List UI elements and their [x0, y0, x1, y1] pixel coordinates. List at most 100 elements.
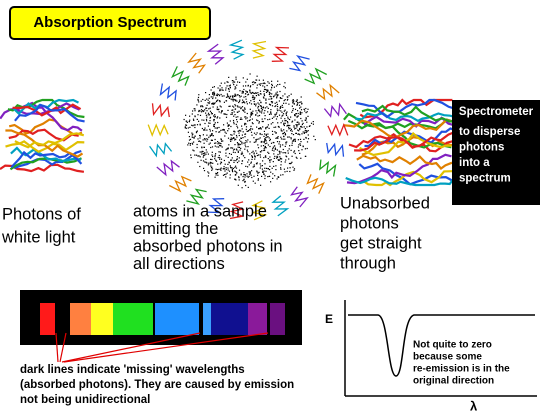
- atom-dot: [235, 160, 237, 162]
- emitted-photon: [149, 142, 173, 158]
- atom-dot: [276, 116, 278, 118]
- atom-dot: [218, 142, 220, 144]
- atom-dot: [247, 93, 250, 95]
- atom-dot: [286, 99, 288, 101]
- atom-dot: [232, 119, 235, 122]
- atom-dot: [293, 151, 295, 153]
- atom-dot: [209, 161, 211, 163]
- atom-dot: [250, 125, 252, 127]
- atom-dot: [203, 152, 205, 155]
- atom-dot: [247, 130, 249, 132]
- atom-dot: [240, 140, 242, 142]
- atom-dot: [241, 153, 244, 155]
- atom-dot: [255, 150, 257, 152]
- atom-dot: [300, 101, 302, 103]
- atom-dot: [194, 116, 196, 118]
- atom-dot: [261, 140, 263, 143]
- atom-dot: [264, 118, 266, 120]
- atom-dot: [248, 164, 250, 166]
- atom-dot: [300, 157, 302, 159]
- atom-dot: [302, 122, 304, 124]
- atom-dot: [244, 122, 246, 125]
- atom-dot: [205, 114, 207, 116]
- atom-dot: [244, 144, 246, 146]
- atom-dot: [262, 120, 264, 123]
- atom-dot: [231, 113, 233, 115]
- pointer: [59, 332, 67, 363]
- atom-dot: [259, 154, 261, 156]
- atom-dot: [239, 129, 241, 131]
- atom-dot: [244, 142, 246, 144]
- atom-dot: [278, 176, 280, 178]
- atom-dot: [289, 163, 292, 165]
- atom-dot: [267, 119, 269, 121]
- atom-dot: [249, 173, 251, 175]
- atom-dot: [205, 153, 207, 155]
- atom-dot: [207, 138, 209, 140]
- atom-dot: [184, 127, 186, 129]
- atom-dot: [208, 114, 211, 116]
- atom-dot: [265, 102, 267, 104]
- atom-dot: [238, 176, 240, 178]
- atom-dot: [205, 92, 207, 94]
- atom-dot: [202, 156, 204, 158]
- atom-dot: [222, 128, 224, 131]
- band: [248, 303, 267, 335]
- atom-dot: [298, 144, 300, 146]
- atom-dot: [264, 167, 266, 169]
- atom-dot: [264, 82, 266, 85]
- atom-dot: [280, 105, 282, 108]
- atom-dot: [289, 145, 291, 147]
- atom-dot: [218, 126, 220, 129]
- atom-dot: [200, 109, 203, 111]
- atom-dot: [272, 177, 274, 179]
- atom-dot: [192, 133, 194, 135]
- emitted-photon: [251, 40, 267, 59]
- atom-dot: [228, 85, 230, 87]
- atom-dot: [219, 88, 221, 90]
- atom-dot: [286, 125, 288, 127]
- atom-dot: [229, 177, 231, 179]
- pointer: [63, 332, 269, 363]
- atom-dot: [257, 120, 259, 122]
- atom-dot: [220, 158, 223, 160]
- atom-dot: [235, 134, 238, 137]
- atom-dot: [274, 147, 276, 149]
- atom-dot: [213, 94, 215, 96]
- atom-dot: [244, 180, 246, 182]
- atom-dot: [299, 143, 301, 145]
- atom-dot: [217, 121, 219, 124]
- atom-dot: [241, 134, 243, 136]
- atom-dot: [261, 133, 263, 136]
- atom-dot: [264, 138, 266, 140]
- atom-dot: [218, 131, 220, 133]
- atom-dot: [204, 109, 206, 111]
- atom-dot: [288, 103, 290, 105]
- atom-dot: [269, 156, 271, 158]
- atom-dot: [297, 146, 299, 148]
- atom-dot: [250, 114, 253, 116]
- atom-dot: [216, 106, 218, 108]
- emitted-photon: [169, 175, 192, 193]
- atom-dot: [252, 123, 254, 125]
- atom-dot: [278, 141, 281, 143]
- atom-dot: [270, 171, 272, 173]
- atom-dot: [301, 149, 303, 151]
- atom-dot: [232, 147, 234, 149]
- atom-dot: [260, 127, 262, 129]
- atom-dot: [302, 131, 304, 133]
- atom-dot: [235, 148, 238, 150]
- atom-dot: [259, 133, 261, 135]
- atom-dot: [230, 113, 232, 115]
- atom-dot: [226, 148, 228, 150]
- atom-dot: [281, 104, 283, 106]
- atom-dot: [291, 142, 293, 144]
- atom-dot: [251, 81, 254, 83]
- emitted-photon: [228, 39, 245, 60]
- atom-dot: [225, 168, 227, 171]
- atom-dot: [270, 123, 272, 125]
- atom-dot: [253, 152, 255, 154]
- atom-dot: [247, 161, 249, 163]
- atom-dot: [213, 125, 215, 128]
